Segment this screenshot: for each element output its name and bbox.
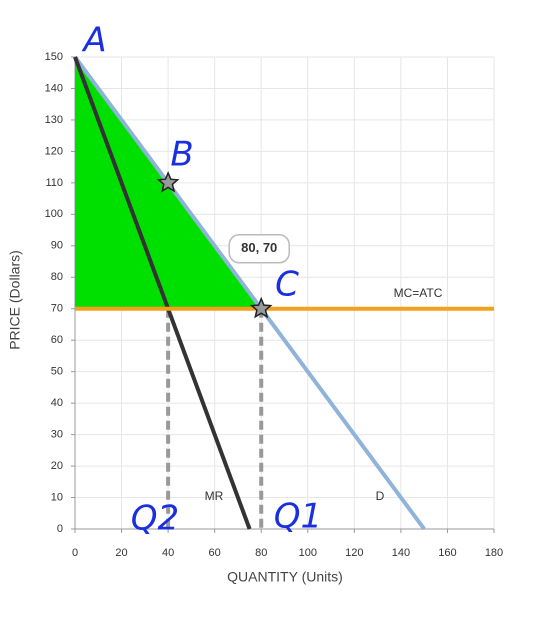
series-line [73, 55, 426, 531]
y-tick-label: 110 [45, 177, 63, 189]
y-tick-label: 90 [51, 240, 63, 252]
y-tick-label: 10 [51, 491, 63, 503]
x-tick-label: 40 [162, 547, 174, 559]
x-tick-label: 120 [345, 547, 363, 559]
y-tick-label: 150 [45, 51, 63, 63]
x-tick-label: 160 [438, 547, 456, 559]
callout-box [228, 233, 290, 264]
y-tick-label: 100 [45, 208, 63, 220]
y-tick-label: 140 [45, 82, 63, 94]
y-tick-label: 0 [57, 523, 63, 535]
x-tick-label: 180 [485, 547, 503, 559]
x-tick-label: 100 [299, 547, 317, 559]
x-tick-label: 0 [72, 547, 78, 559]
x-tick-label: 140 [392, 547, 410, 559]
hand-annotation: A [81, 21, 106, 61]
y-tick-label: 120 [45, 145, 63, 157]
series-label: MC=ATC [394, 286, 443, 300]
x-tick-label: 20 [115, 547, 127, 559]
y-tick-label: 70 [51, 303, 63, 315]
y-tick-label: 50 [51, 366, 63, 378]
x-tick-label: 60 [209, 547, 221, 559]
hand-annotation: C [275, 265, 299, 305]
y-tick-label: 130 [45, 114, 63, 126]
point-star [249, 296, 273, 319]
x-tick-label: 80 [255, 547, 267, 559]
y-tick-label: 80 [51, 271, 63, 283]
y-tick-label: 40 [51, 397, 63, 409]
hand-annotation: Q2 [131, 499, 179, 539]
series-label: D [376, 489, 385, 503]
y-axis-title: PRICE (Dollars) [7, 250, 23, 350]
point-star [156, 170, 180, 193]
y-tick-label: 60 [51, 334, 63, 346]
y-tick-label: 30 [51, 429, 63, 441]
y-tick-label: 20 [51, 460, 63, 472]
series-label: MR [205, 489, 224, 503]
callout-label: 80, 70 [241, 240, 277, 255]
hand-annotation: Q1 [274, 497, 322, 537]
x-axis-title: QUANTITY (Units) [227, 569, 343, 585]
hand-annotation: B [170, 135, 193, 175]
series-line [73, 56, 252, 530]
